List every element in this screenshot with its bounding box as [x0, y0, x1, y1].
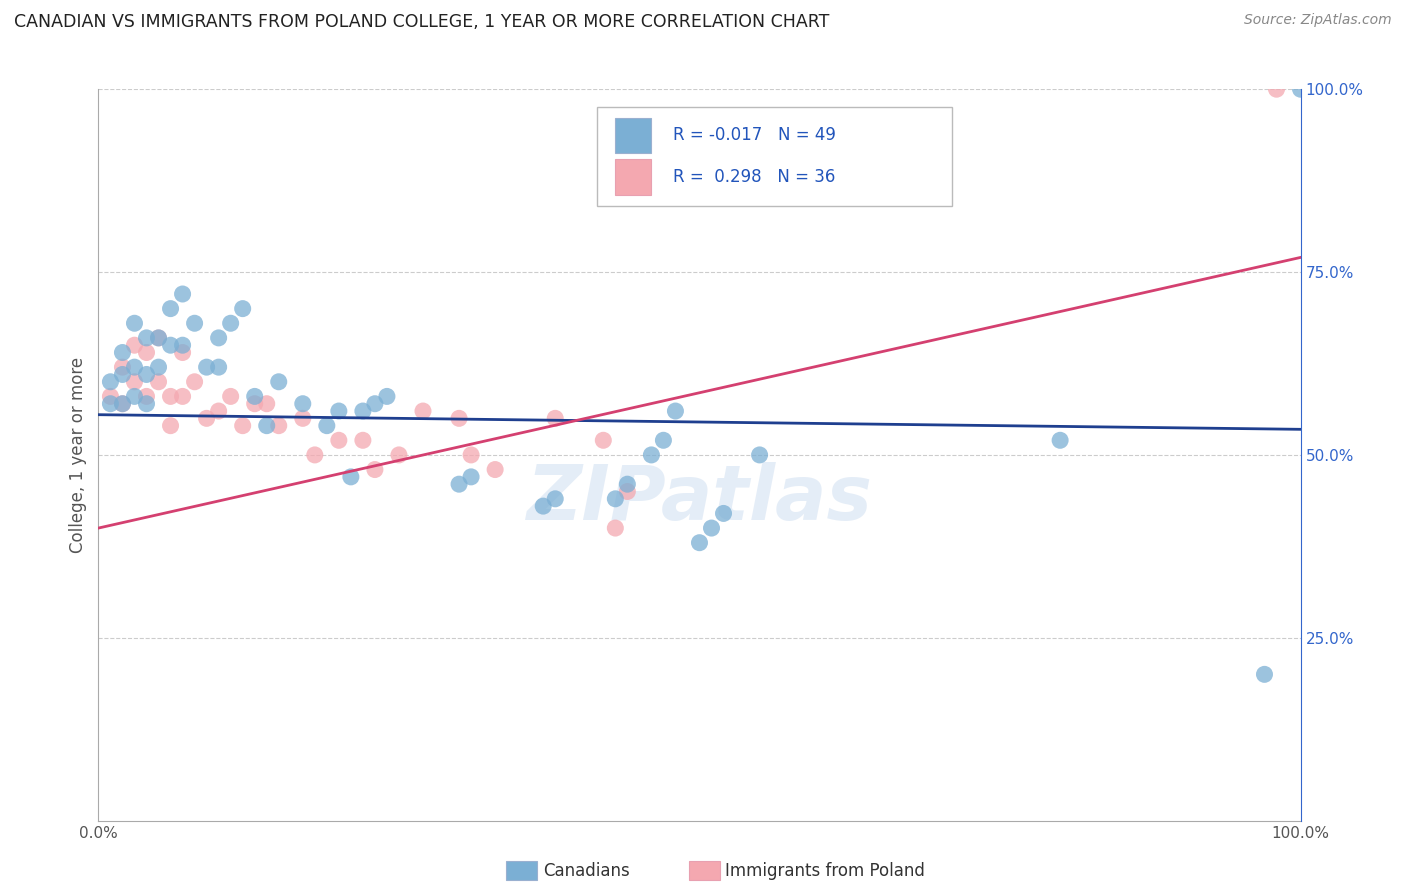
- Point: [159, 418, 181, 433]
- Text: ZIPatlas: ZIPatlas: [526, 462, 873, 536]
- Point: [111, 345, 134, 359]
- Text: Immigrants from Poland: Immigrants from Poland: [725, 862, 925, 880]
- Point: [267, 418, 290, 433]
- Point: [412, 404, 434, 418]
- Point: [652, 434, 675, 448]
- Point: [640, 448, 662, 462]
- Point: [1049, 434, 1071, 448]
- Point: [183, 375, 205, 389]
- Point: [340, 470, 363, 484]
- Point: [195, 360, 218, 375]
- Point: [148, 331, 170, 345]
- Point: [135, 331, 157, 345]
- Point: [100, 397, 122, 411]
- Point: [1289, 82, 1312, 96]
- Point: [195, 411, 218, 425]
- Point: [148, 331, 170, 345]
- Point: [232, 418, 254, 433]
- Point: [208, 404, 231, 418]
- Text: Canadians: Canadians: [543, 862, 630, 880]
- Point: [616, 477, 638, 491]
- Point: [352, 404, 374, 418]
- Point: [304, 448, 326, 462]
- Point: [172, 345, 194, 359]
- Point: [219, 389, 242, 403]
- Point: [208, 331, 231, 345]
- Point: [243, 389, 266, 403]
- Point: [232, 301, 254, 316]
- Point: [375, 389, 398, 403]
- Point: [460, 470, 482, 484]
- Point: [183, 316, 205, 330]
- Point: [172, 287, 194, 301]
- Point: [148, 375, 170, 389]
- Point: [713, 507, 735, 521]
- Point: [111, 360, 134, 375]
- Point: [616, 484, 638, 499]
- Point: [159, 389, 181, 403]
- Point: [748, 448, 770, 462]
- Text: CANADIAN VS IMMIGRANTS FROM POLAND COLLEGE, 1 YEAR OR MORE CORRELATION CHART: CANADIAN VS IMMIGRANTS FROM POLAND COLLE…: [14, 13, 830, 31]
- Point: [531, 499, 554, 513]
- Point: [460, 448, 482, 462]
- Point: [544, 411, 567, 425]
- Point: [159, 338, 181, 352]
- Point: [291, 411, 314, 425]
- Point: [111, 368, 134, 382]
- Point: [592, 434, 614, 448]
- Point: [124, 375, 146, 389]
- Point: [256, 397, 278, 411]
- Point: [111, 397, 134, 411]
- Point: [243, 397, 266, 411]
- Point: [267, 375, 290, 389]
- FancyBboxPatch shape: [598, 108, 952, 206]
- Point: [172, 338, 194, 352]
- Point: [159, 301, 181, 316]
- Point: [700, 521, 723, 535]
- Y-axis label: College, 1 year or more: College, 1 year or more: [69, 357, 87, 553]
- Point: [135, 368, 157, 382]
- Point: [544, 491, 567, 506]
- Point: [124, 360, 146, 375]
- Point: [689, 535, 711, 549]
- Point: [100, 389, 122, 403]
- Point: [315, 418, 337, 433]
- Point: [135, 389, 157, 403]
- Point: [388, 448, 411, 462]
- Point: [100, 375, 122, 389]
- Bar: [616, 160, 651, 194]
- Point: [364, 462, 387, 476]
- Bar: [616, 118, 651, 153]
- Point: [1265, 82, 1288, 96]
- Point: [208, 360, 231, 375]
- Point: [148, 360, 170, 375]
- Point: [664, 404, 686, 418]
- Point: [447, 477, 470, 491]
- Point: [1253, 667, 1275, 681]
- Point: [256, 418, 278, 433]
- Point: [135, 345, 157, 359]
- Point: [124, 338, 146, 352]
- Point: [364, 397, 387, 411]
- Text: R = -0.017   N = 49: R = -0.017 N = 49: [673, 127, 837, 145]
- Point: [135, 397, 157, 411]
- Point: [219, 316, 242, 330]
- Point: [124, 316, 146, 330]
- Point: [124, 389, 146, 403]
- Point: [352, 434, 374, 448]
- Point: [291, 397, 314, 411]
- Point: [328, 434, 350, 448]
- Point: [328, 404, 350, 418]
- Point: [605, 521, 627, 535]
- Point: [447, 411, 470, 425]
- Point: [111, 397, 134, 411]
- Text: R =  0.298   N = 36: R = 0.298 N = 36: [673, 168, 835, 186]
- Point: [172, 389, 194, 403]
- Point: [484, 462, 506, 476]
- Point: [605, 491, 627, 506]
- Text: Source: ZipAtlas.com: Source: ZipAtlas.com: [1244, 13, 1392, 28]
